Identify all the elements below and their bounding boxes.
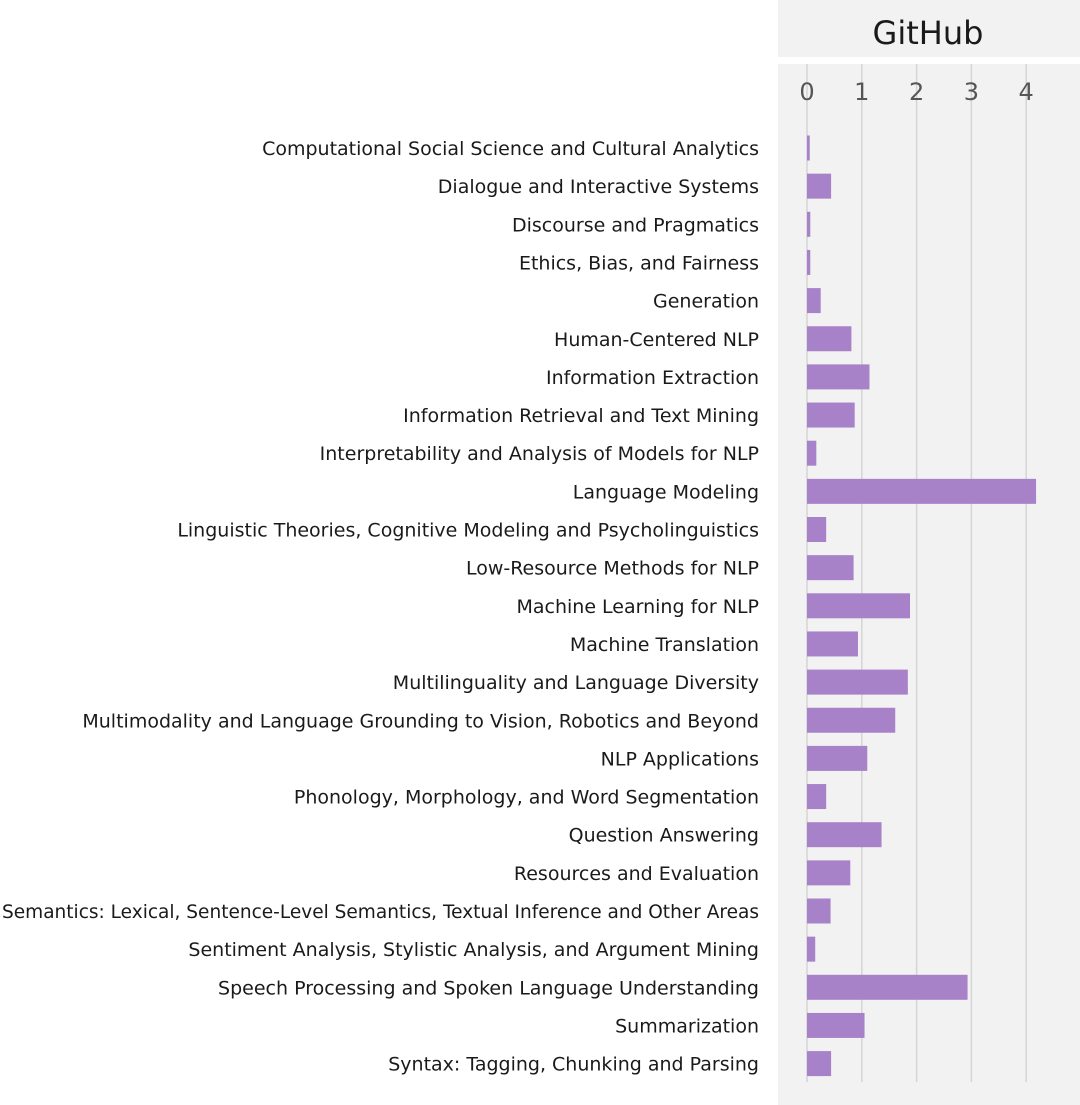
category-label: Machine Translation [570,634,759,656]
x-tick-label: 3 [964,78,979,106]
x-tick-label: 1 [854,78,869,106]
title-panel [778,0,1080,57]
bar [807,326,852,352]
category-label: Multilinguality and Language Diversity [393,672,759,694]
bar [807,936,816,962]
category-label: Summarization [615,1015,759,1037]
category-label: Information Extraction [546,367,759,389]
category-label: Generation [653,291,759,313]
category-label: Language Modeling [573,481,759,503]
category-label: Low-Resource Methods for NLP [466,558,759,580]
plot-panel [778,64,1080,1105]
bar [807,631,858,657]
x-tick-label: 2 [909,78,924,106]
x-tick-label: 0 [799,78,814,106]
category-labels: Computational Social Science and Cultura… [2,138,759,1076]
bar [807,555,854,581]
bar [807,364,870,390]
bar [807,784,827,810]
bar [807,440,817,466]
category-label: Information Retrieval and Text Mining [403,405,759,427]
bar [807,478,1037,504]
chart-title: GitHub [873,14,984,52]
category-label: Computational Social Science and Cultura… [262,138,759,160]
bar [807,707,896,733]
bar [807,593,911,619]
bar [807,822,882,848]
category-label: Syntax: Tagging, Chunking and Parsing [388,1054,759,1076]
category-label: Speech Processing and Spoken Language Un… [218,977,759,999]
x-tick-label: 4 [1019,78,1034,106]
category-label: Multimodality and Language Grounding to … [82,710,759,732]
category-label: Machine Learning for NLP [516,596,759,618]
category-label: Discourse and Pragmatics [512,214,759,236]
bar [807,135,810,161]
bar [807,898,831,924]
bar [807,402,855,428]
bar [807,173,832,199]
category-label: NLP Applications [601,748,759,770]
category-label: Linguistic Theories, Cognitive Modeling … [177,520,759,542]
bar [807,517,827,542]
bar [807,745,868,771]
category-label: Question Answering [569,825,759,847]
category-label: Semantics: Lexical, Sentence-Level Seman… [2,901,759,923]
category-label: Dialogue and Interactive Systems [438,176,759,198]
category-label: Resources and Evaluation [514,863,759,885]
category-label: Sentiment Analysis, Stylistic Analysis, … [188,939,759,961]
bar [807,860,851,886]
bar [807,974,968,1000]
category-label: Human-Centered NLP [554,329,759,351]
bar [807,249,811,275]
bar [807,669,908,695]
x-axis-ticks: 0 1 2 3 4 [799,78,1033,106]
bar [807,288,821,314]
bar [807,211,811,237]
bar [807,1051,832,1077]
bars [807,135,1037,1077]
category-label: Ethics, Bias, and Fairness [519,252,759,274]
category-label: Phonology, Morphology, and Word Segmenta… [294,787,759,809]
bar [807,1012,865,1038]
category-label: Interpretability and Analysis of Models … [320,443,759,465]
